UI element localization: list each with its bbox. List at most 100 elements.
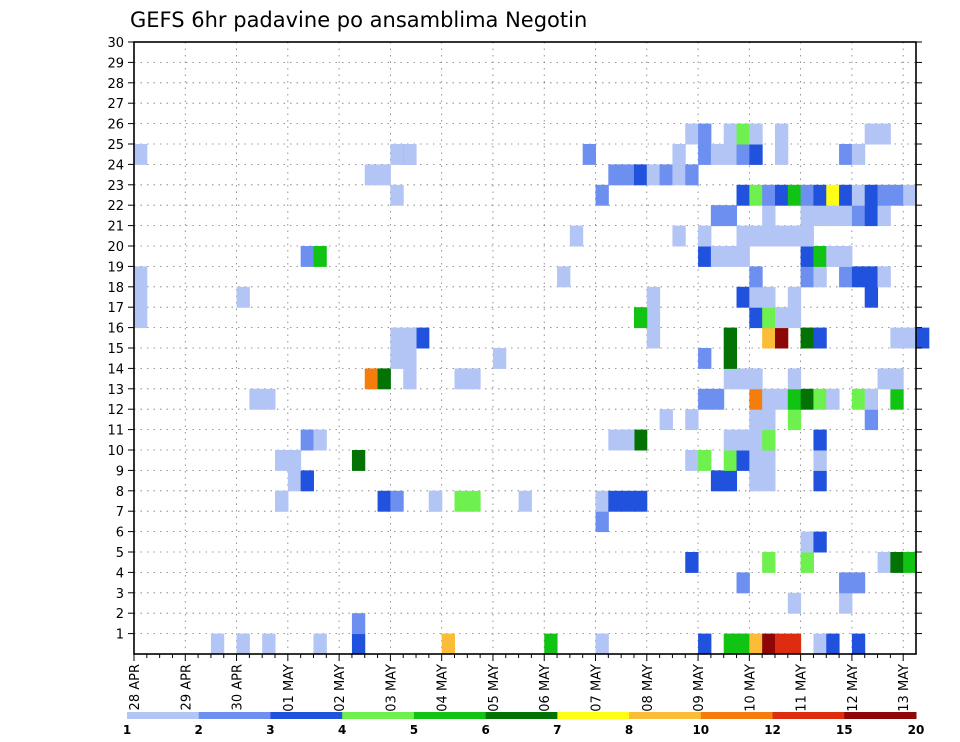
- precip-cell: [826, 184, 840, 206]
- precip-cell: [749, 123, 763, 145]
- precip-cell: [813, 388, 827, 410]
- precip-cell: [416, 327, 430, 349]
- legend-swatch: [485, 712, 558, 719]
- precip-cell: [762, 205, 776, 227]
- legend-swatch: [700, 712, 774, 719]
- precip-cell: [839, 205, 853, 227]
- precip-cell: [403, 327, 417, 349]
- precip-cell: [390, 144, 404, 165]
- precip-cell: [800, 388, 814, 410]
- precip-cell: [300, 246, 314, 267]
- precip-cell: [633, 490, 648, 512]
- legend-label: 4: [338, 723, 346, 737]
- precip-cell: [300, 429, 314, 451]
- precip-cell: [390, 327, 404, 349]
- precip-cell: [582, 144, 597, 165]
- precip-cell: [877, 184, 891, 206]
- precip-cell: [275, 490, 289, 512]
- y-tick-label: 11: [107, 424, 124, 439]
- y-tick-label: 2: [116, 607, 124, 622]
- legend-label: 3: [266, 723, 274, 737]
- precip-cell: [736, 184, 750, 206]
- precip-cell: [877, 205, 891, 227]
- precip-cell: [672, 225, 686, 247]
- precip-cell: [826, 633, 840, 655]
- precip-cell: [736, 572, 750, 594]
- precip-cell: [749, 429, 763, 451]
- legend-swatch: [270, 712, 343, 719]
- y-tick-label: 21: [107, 220, 124, 235]
- y-tick-label: 13: [107, 383, 124, 398]
- precip-cell: [377, 490, 391, 512]
- precip-cell: [736, 429, 750, 451]
- precip-cell: [749, 184, 763, 206]
- precip-cell: [467, 490, 481, 512]
- precip-cell: [762, 184, 776, 206]
- precip-cell: [595, 184, 609, 206]
- precip-cell: [851, 184, 866, 206]
- precip-cell: [864, 388, 879, 410]
- precip-cell: [762, 225, 776, 247]
- x-tick-label: 05 MAY: [487, 664, 502, 712]
- precip-cell: [595, 633, 609, 655]
- legend-label: 12: [764, 723, 781, 737]
- precip-cell: [736, 450, 750, 471]
- precip-cell: [275, 450, 289, 471]
- y-tick-label: 29: [107, 56, 124, 71]
- x-axis: 28 APR 29 APR 30 APR 01 MAY 02 MAY 03 MAY 04 M…: [128, 654, 912, 712]
- precip-cell: [736, 246, 750, 267]
- y-tick-label: 17: [107, 301, 124, 316]
- precip-cell: [608, 429, 622, 451]
- precip-cell: [646, 164, 661, 186]
- precip-cell: [698, 388, 712, 410]
- x-tick-label: 03 MAY: [384, 664, 399, 712]
- precip-cell: [698, 144, 712, 165]
- precip-cell: [839, 144, 853, 165]
- y-tick-label: 16: [107, 322, 124, 337]
- legend-label: 7: [553, 723, 561, 737]
- x-tick-label: 12 MAY: [846, 664, 861, 712]
- y-axis: 1234567891011121314151617181920212223242…: [107, 36, 922, 643]
- precip-cell: [646, 307, 661, 329]
- precip-cell: [762, 286, 776, 308]
- precip-cell: [813, 450, 827, 471]
- precip-cell: [890, 327, 904, 349]
- precip-cell: [390, 184, 404, 206]
- precip-cell: [774, 388, 789, 410]
- precip-cell: [851, 266, 866, 288]
- precip-cell: [608, 490, 622, 512]
- precip-cell: [633, 429, 648, 451]
- precip-cell: [723, 144, 738, 165]
- precip-cell: [134, 144, 148, 165]
- precip-cell: [813, 327, 827, 349]
- y-tick-label: 1: [116, 628, 124, 643]
- precip-cell: [403, 368, 417, 390]
- precip-cell: [736, 633, 750, 655]
- x-tick-label: 13 MAY: [897, 664, 912, 712]
- precip-cell: [890, 184, 904, 206]
- precip-cell: [723, 327, 738, 349]
- precip-cell: [762, 633, 776, 655]
- y-tick-label: 9: [116, 464, 124, 479]
- x-tick-label: 11 MAY: [795, 664, 810, 712]
- precip-cell: [749, 633, 763, 655]
- precip-cell: [672, 144, 686, 165]
- precip-cell: [364, 368, 379, 390]
- precip-cell: [864, 184, 879, 206]
- x-tick-label: 28 APR: [128, 664, 143, 710]
- legend-label: 20: [908, 723, 925, 737]
- x-tick-label: 04 MAY: [436, 664, 451, 712]
- cells: [134, 123, 930, 655]
- precip-cell: [774, 633, 789, 655]
- precip-cell: [762, 307, 776, 329]
- precip-cell: [787, 307, 802, 329]
- y-tick-label: 20: [107, 240, 124, 255]
- precip-cell: [710, 388, 725, 410]
- precip-cell: [685, 552, 699, 573]
- legend-swatch: [629, 712, 702, 719]
- legend-label: 2: [195, 723, 203, 737]
- x-tick-label: 30 APR: [231, 664, 246, 710]
- y-tick-label: 19: [107, 260, 124, 275]
- precip-cell: [134, 286, 148, 308]
- precip-cell: [774, 327, 789, 349]
